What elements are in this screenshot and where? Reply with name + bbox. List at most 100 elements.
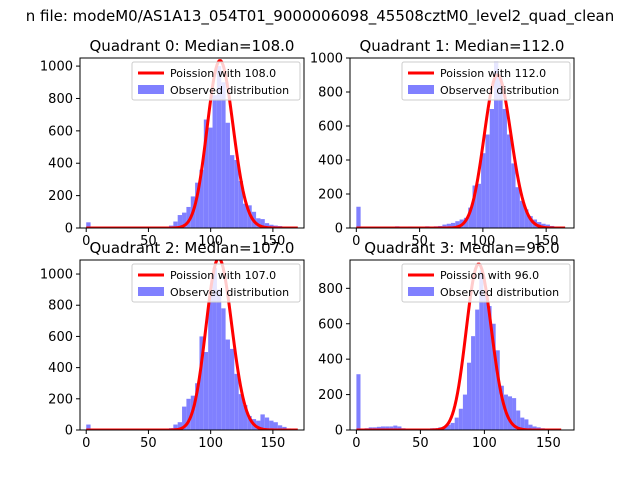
- legend: Poission with 108.0 Observed distribution: [131, 61, 301, 101]
- histogram-bar: [260, 414, 265, 430]
- x-tick-label: 100: [198, 436, 223, 451]
- y-tick-label: 400: [48, 157, 73, 172]
- histogram-bar: [524, 419, 529, 430]
- histogram-bar: [199, 169, 204, 228]
- x-tick-label: 50: [140, 436, 157, 451]
- legend-entry-observed: Observed distribution: [440, 286, 559, 299]
- y-tick-label: 0: [335, 424, 343, 439]
- poisson-line: [85, 260, 299, 430]
- x-tick-label: 50: [140, 234, 157, 249]
- legend: Poission with 96.0 Observed distribution: [401, 263, 571, 303]
- y-tick-label: 0: [335, 222, 343, 237]
- histogram-bar: [195, 182, 200, 228]
- histogram-bar: [516, 410, 521, 430]
- histogram-bar: [264, 223, 270, 228]
- y-tick-label: 600: [48, 124, 73, 139]
- histogram-bar: [243, 405, 248, 430]
- histogram-bar: [455, 221, 460, 228]
- histogram-bar: [458, 408, 463, 430]
- histogram-bar: [199, 336, 204, 430]
- y-tick-label: 400: [318, 353, 343, 368]
- histogram-bar: [450, 222, 456, 228]
- histogram-bar: [256, 218, 261, 228]
- chart-panel-3: 0 50 100 150 0 200 400 600 800 Quadrant 3: Median…: [318, 239, 575, 451]
- legend: Poission with 112.0 Observed distribution: [401, 61, 571, 101]
- histogram-bar: [385, 426, 390, 430]
- histogram-bar: [208, 127, 213, 228]
- histogram-bar: [487, 306, 492, 430]
- chart-title: Quadrant 2: Median=107.0: [90, 239, 295, 257]
- histogram-bar: [234, 373, 239, 430]
- histogram-bar: [472, 185, 477, 228]
- x-tick-label: 100: [198, 234, 223, 249]
- histogram-bar: [212, 267, 217, 430]
- y-tick-label: 800: [48, 299, 73, 314]
- y-tick-label: 800: [48, 92, 73, 107]
- chart-title: Quadrant 3: Median=96.0: [364, 239, 559, 257]
- x-tick-label: 0: [352, 436, 360, 451]
- histogram-bar: [468, 207, 473, 228]
- y-tick-label: 600: [318, 317, 343, 332]
- histogram-bar: [393, 425, 398, 430]
- y-tick-label: 400: [318, 154, 343, 169]
- y-tick-label: 200: [48, 392, 73, 407]
- histogram-bar: [512, 398, 517, 430]
- histogram-bar: [238, 394, 244, 430]
- y-tick-label: 0: [65, 424, 73, 439]
- histogram-bar: [234, 160, 239, 228]
- legend-box: [401, 61, 571, 101]
- x-tick-label: 0: [82, 436, 90, 451]
- y-tick-label: 600: [318, 120, 343, 135]
- plot-area-3: [356, 262, 562, 430]
- histogram-bar: [273, 422, 278, 430]
- histogram-bar: [446, 424, 451, 430]
- x-tick-label: 50: [412, 436, 429, 451]
- histogram-bar: [216, 66, 222, 228]
- histogram-bar: [450, 422, 455, 430]
- histogram-bar: [494, 61, 499, 228]
- histogram-bar: [446, 223, 451, 228]
- histogram-bar: [462, 394, 467, 430]
- histogram-bar: [182, 212, 187, 228]
- histogram-bar: [397, 426, 402, 430]
- x-tick-label: 0: [352, 234, 360, 249]
- legend-entry-observed: Observed distribution: [170, 286, 289, 299]
- histogram-bar: [225, 339, 230, 430]
- histogram-bar: [221, 82, 226, 228]
- poisson-line: [85, 59, 299, 228]
- y-tick-label: 1000: [310, 52, 343, 67]
- histogram-bar: [203, 119, 209, 228]
- histogram-bar: [243, 203, 248, 228]
- histogram-bar: [247, 415, 252, 430]
- histogram-bar: [186, 398, 191, 430]
- y-tick-label: 800: [318, 86, 343, 101]
- legend-entry-poisson: Poission with 107.0: [170, 269, 276, 282]
- histogram-bar: [229, 155, 235, 228]
- histogram-bar: [86, 424, 91, 430]
- x-tick-label: 50: [411, 234, 428, 249]
- y-tick-label: 200: [318, 188, 343, 203]
- histogram-bar: [491, 323, 496, 430]
- histogram-bar: [471, 336, 476, 430]
- histogram-bar: [277, 425, 283, 430]
- y-tick-label: 1000: [40, 268, 73, 283]
- histogram-bar: [498, 78, 503, 228]
- legend-entry-observed: Observed distribution: [440, 84, 559, 97]
- histogram-bar: [282, 426, 287, 430]
- histogram-bar: [532, 426, 537, 430]
- figure-suptitle: n file: modeM0/AS1A13_054T01_9000006098_…: [26, 7, 615, 26]
- histogram-bar: [225, 122, 230, 228]
- axes-frame: [79, 57, 305, 229]
- legend: Poission with 107.0 Observed distribution: [131, 263, 301, 303]
- histogram-bar: [499, 385, 504, 430]
- histogram-bar: [515, 187, 520, 228]
- legend-box: [401, 263, 571, 303]
- histogram-bar: [481, 153, 486, 228]
- legend-box: [131, 263, 301, 303]
- histogram-bar: [389, 426, 394, 430]
- y-tick-label: 200: [318, 388, 343, 403]
- chart-panel-2: 0 50 100 150 0 200 400 600 800 1000 Quadrant 2: Me…: [40, 239, 305, 451]
- chart-title: Quadrant 0: Median=108.0: [90, 37, 295, 55]
- histogram-bar: [173, 424, 178, 430]
- x-tick-label: 150: [534, 234, 559, 249]
